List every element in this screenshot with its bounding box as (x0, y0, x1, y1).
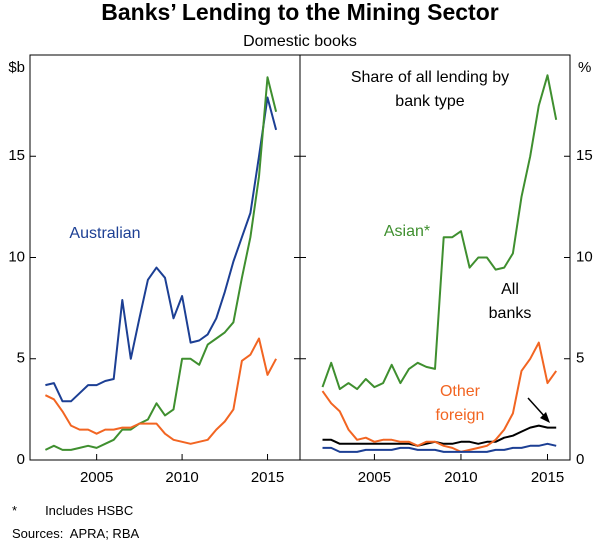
series-line (45, 96, 278, 403)
arrow-head (540, 412, 550, 423)
x-tick-label: 2010 (444, 469, 477, 486)
x-tick-label: 2010 (165, 469, 198, 486)
footnote: * Includes HSBC (12, 503, 133, 518)
chart-title: Banks’ Lending to the Mining Sector (101, 0, 498, 25)
y-tick-label: 10 (576, 248, 593, 265)
y-axis-label: % (578, 59, 591, 76)
series-label: Asian* (383, 223, 431, 240)
y-tick-label: 10 (8, 248, 25, 265)
x-tick-label: 2005 (80, 469, 113, 486)
footnote-marker: * (12, 503, 18, 518)
footnote-text: Includes HSBC (45, 503, 134, 518)
y-tick-label: 15 (576, 147, 593, 164)
series-line (321, 74, 558, 391)
arrow-line (527, 397, 547, 419)
series-label: Other foreign (435, 383, 485, 424)
annotation: Share of all lending by bank type (350, 69, 510, 110)
y-tick-label: 5 (17, 350, 25, 367)
series-line (44, 76, 278, 451)
series-line (44, 337, 277, 445)
x-tick-label: 2015 (531, 469, 564, 486)
y-axis-label: $b (8, 59, 25, 76)
y-tick-label: 0 (17, 451, 25, 468)
y-tick-label: 0 (576, 451, 584, 468)
y-tick-label: 5 (576, 350, 584, 367)
x-tick-label: 2015 (251, 469, 284, 486)
series-label: Australian (69, 225, 141, 242)
sources: Sources: APRA; RBA (12, 526, 140, 541)
series-label: All banks (488, 281, 532, 322)
y-tick-label: 15 (8, 147, 25, 164)
chart-subtitle: Domestic books (243, 33, 357, 50)
series-line (321, 341, 558, 453)
series-line (322, 442, 557, 453)
x-tick-label: 2005 (358, 469, 391, 486)
